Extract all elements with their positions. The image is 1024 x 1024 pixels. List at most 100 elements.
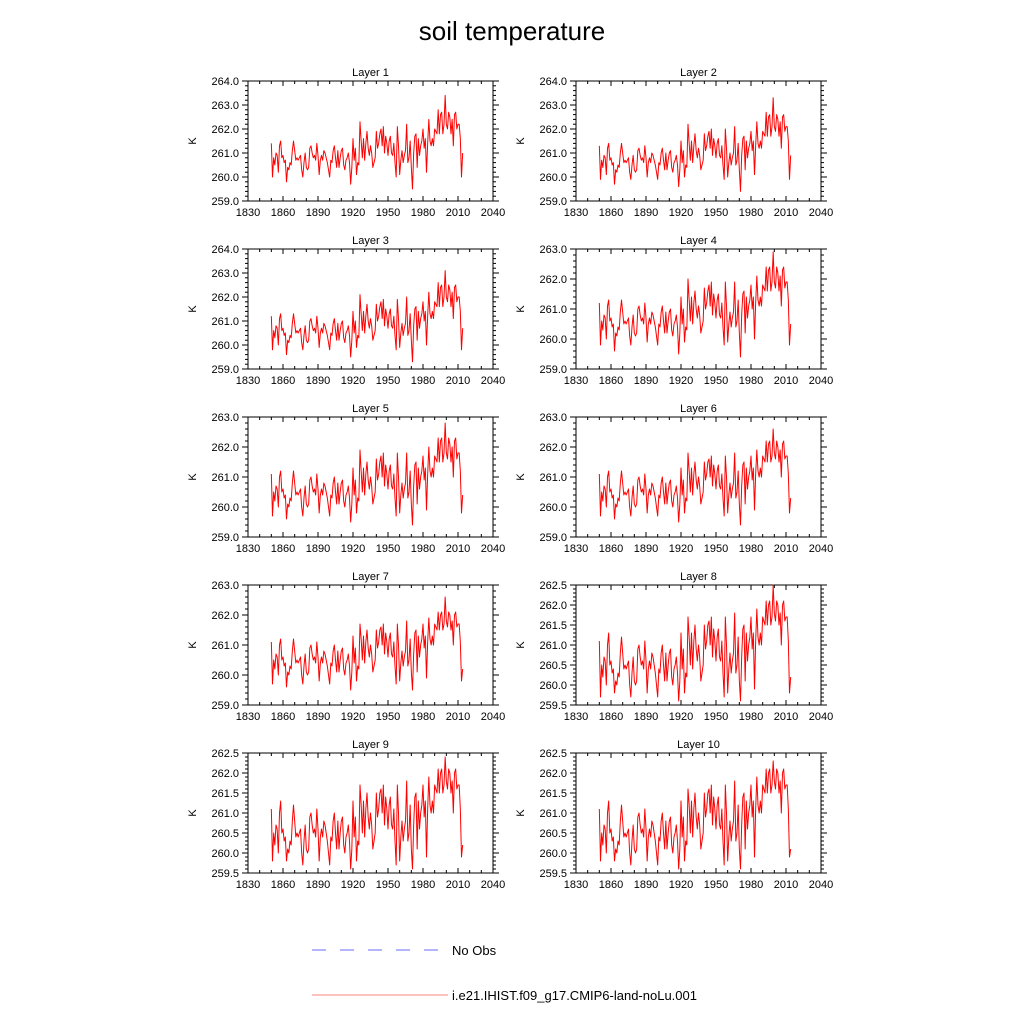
panel-title: Layer 6 <box>680 403 717 415</box>
x-tick-label: 1950 <box>704 375 728 387</box>
x-tick-label: 1890 <box>306 879 330 891</box>
panel-title: Layer 10 <box>677 739 720 751</box>
y-tick-label: 261.5 <box>539 620 567 632</box>
panel-3: Layer 3 1830 1860 1890 1920 1950 1980 2010 2040 2… <box>187 235 505 387</box>
panel-title: Layer 3 <box>352 235 389 247</box>
panel-title: Layer 2 <box>680 67 717 79</box>
x-tick-label: 1860 <box>599 543 623 555</box>
x-tick-label: 2010 <box>446 375 470 387</box>
y-tick-label: 261.0 <box>539 640 567 652</box>
x-tick-label: 1980 <box>739 207 763 219</box>
x-tick-label: 1860 <box>599 207 623 219</box>
y-tick-label: 259.0 <box>539 364 567 376</box>
y-tick-label: 259.0 <box>539 532 567 544</box>
y-tick-label: 261.0 <box>211 148 239 160</box>
y-tick-label: 259.5 <box>211 868 239 880</box>
y-axis-label: K <box>515 809 527 817</box>
x-tick-label: 1980 <box>411 375 435 387</box>
panel-title: Layer 1 <box>352 67 389 79</box>
y-tick-label: 262.0 <box>539 124 567 136</box>
x-tick-label: 1920 <box>341 543 365 555</box>
x-tick-label: 1890 <box>634 375 658 387</box>
x-tick-label: 1950 <box>376 879 400 891</box>
y-tick-label: 264.0 <box>211 244 239 256</box>
y-tick-label: 259.0 <box>211 532 239 544</box>
x-tick-label: 1980 <box>411 711 435 723</box>
y-tick-label: 263.0 <box>211 412 239 424</box>
series-line <box>270 596 464 691</box>
series-line <box>598 584 792 702</box>
y-tick-label: 259.0 <box>211 196 239 208</box>
x-tick-label: 1890 <box>306 543 330 555</box>
x-tick-label: 2040 <box>481 879 505 891</box>
y-tick-label: 262.0 <box>211 292 239 304</box>
y-tick-label: 263.0 <box>539 100 567 112</box>
panel-6: Layer 6 1830 1860 1890 1920 1950 1980 2010 2040 2… <box>515 403 833 555</box>
x-tick-label: 2040 <box>809 375 833 387</box>
x-tick-label: 1860 <box>271 375 295 387</box>
x-tick-label: 1890 <box>634 879 658 891</box>
y-tick-label: 260.5 <box>539 660 567 672</box>
x-tick-label: 1890 <box>634 207 658 219</box>
x-tick-label: 1920 <box>341 879 365 891</box>
y-tick-label: 260.0 <box>211 848 239 860</box>
x-tick-label: 2040 <box>481 207 505 219</box>
x-tick-label: 1860 <box>271 207 295 219</box>
y-axis-label: K <box>187 473 199 481</box>
x-tick-label: 1830 <box>236 543 260 555</box>
y-tick-label: 260.5 <box>211 828 239 840</box>
x-tick-label: 1860 <box>599 879 623 891</box>
y-tick-label: 262.5 <box>211 748 239 760</box>
x-tick-label: 1950 <box>376 375 400 387</box>
x-tick-label: 1980 <box>411 207 435 219</box>
y-axis-label: K <box>187 305 199 313</box>
y-tick-label: 261.0 <box>539 472 567 484</box>
y-tick-label: 262.5 <box>539 748 567 760</box>
y-tick-label: 260.0 <box>539 680 567 692</box>
y-tick-label: 261.5 <box>211 788 239 800</box>
y-tick-label: 260.0 <box>539 848 567 860</box>
x-tick-label: 1920 <box>669 711 693 723</box>
x-tick-label: 1830 <box>236 207 260 219</box>
x-tick-label: 1830 <box>564 711 588 723</box>
x-tick-label: 2010 <box>774 207 798 219</box>
x-tick-label: 1920 <box>669 207 693 219</box>
x-tick-label: 1830 <box>236 375 260 387</box>
x-tick-label: 1950 <box>704 543 728 555</box>
panel-7: Layer 7 1830 1860 1890 1920 1950 1980 2010 2040 2… <box>187 571 505 723</box>
x-tick-label: 1830 <box>564 375 588 387</box>
x-tick-label: 2010 <box>446 879 470 891</box>
y-tick-label: 262.5 <box>539 580 567 592</box>
panel-grid: Layer 1 1830 1860 1890 1920 1950 1980 2010 2040 2… <box>187 67 833 891</box>
x-tick-label: 2010 <box>774 711 798 723</box>
x-tick-label: 2040 <box>481 543 505 555</box>
x-tick-label: 1920 <box>669 879 693 891</box>
panel-2: Layer 2 1830 1860 1890 1920 1950 1980 2010 2040 2… <box>515 67 833 219</box>
panel-title: Layer 7 <box>352 571 389 583</box>
series-line <box>270 270 464 363</box>
panel-1: Layer 1 1830 1860 1890 1920 1950 1980 2010 2040 2… <box>187 67 505 219</box>
panel-10: Layer 10 1830 1860 1890 1920 1950 1980 2010 2040… <box>515 739 833 891</box>
x-tick-label: 1860 <box>599 711 623 723</box>
y-tick-label: 263.0 <box>211 268 239 280</box>
x-tick-label: 1980 <box>411 879 435 891</box>
y-tick-label: 261.0 <box>539 148 567 160</box>
y-tick-label: 261.0 <box>539 808 567 820</box>
x-tick-label: 2040 <box>809 543 833 555</box>
x-tick-label: 1950 <box>376 543 400 555</box>
y-tick-label: 260.0 <box>539 172 567 184</box>
y-tick-label: 263.0 <box>539 412 567 424</box>
plot-frame <box>575 80 822 202</box>
series-line <box>270 94 464 190</box>
x-tick-label: 2010 <box>774 375 798 387</box>
y-tick-label: 259.0 <box>211 700 239 712</box>
y-tick-label: 260.5 <box>539 828 567 840</box>
x-tick-label: 1980 <box>739 879 763 891</box>
y-tick-label: 261.0 <box>211 316 239 328</box>
x-tick-label: 1830 <box>564 543 588 555</box>
y-tick-label: 262.0 <box>211 124 239 136</box>
x-tick-label: 1830 <box>564 879 588 891</box>
x-tick-label: 2040 <box>809 879 833 891</box>
series-line <box>598 760 792 870</box>
